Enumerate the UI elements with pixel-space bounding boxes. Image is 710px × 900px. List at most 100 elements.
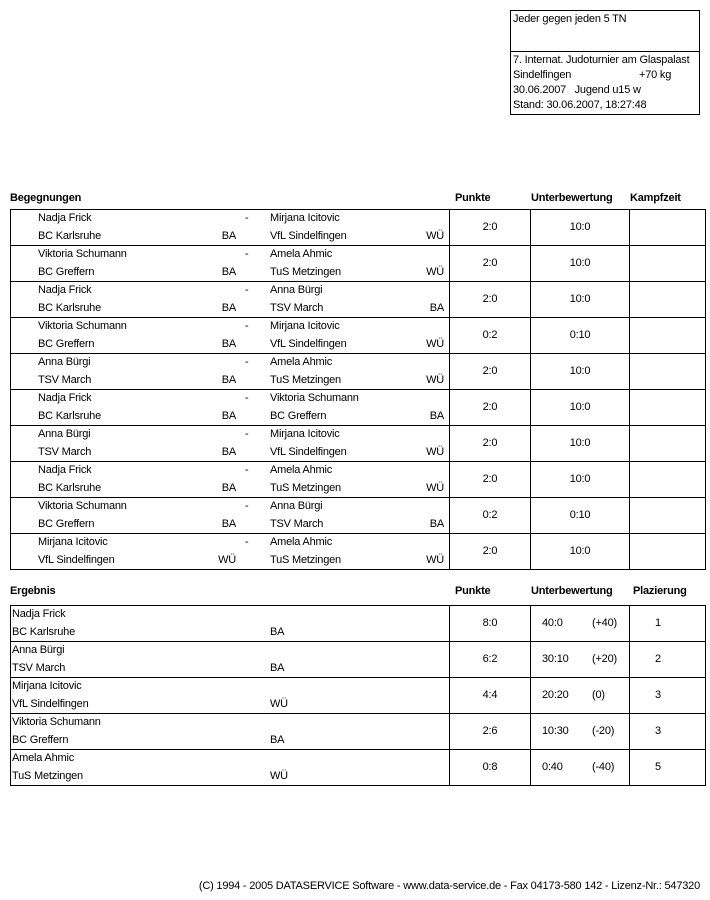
result-sub-diff: (-40) [592, 761, 615, 773]
match-row: Nadja Frick BC Karlsruhe BA - Viktoria Schum… [11, 389, 705, 426]
fighter1-region: BA [221, 410, 236, 422]
column-divider [530, 606, 531, 785]
fighter2-name: Amela Ahmic [270, 248, 332, 260]
date-category: 30.06.2007 Jugend u15 w [513, 84, 641, 96]
fighter2-club: TSV March [270, 518, 324, 530]
result-sub-score: 30:10 [542, 653, 569, 665]
match-row: Anna Bürgi TSV March BA - Mirjana Icitovic Vf… [11, 425, 705, 462]
fighter2-name: Viktoria Schumann [270, 392, 359, 404]
match-sub-score: 10:0 [569, 545, 591, 557]
fighter2-club: TuS Metzingen [270, 482, 341, 494]
match-row: Nadja Frick BC Karlsruhe BA - Amela Ahmic TuS… [11, 461, 705, 498]
fighter2-region: WÜ [426, 446, 444, 458]
separator: - [245, 428, 249, 440]
match-row: Viktoria Schumann BC Greffern BA - Mirjana I… [11, 317, 705, 354]
fighter1-name: Nadja Frick [38, 392, 92, 404]
fighter2-name: Mirjana Icitovic [270, 212, 340, 224]
fighter2-region: WÜ [426, 230, 444, 242]
location: Sindelfingen [513, 69, 572, 81]
fighter2-name: Mirjana Icitovic [270, 320, 340, 332]
fighter2-region: WÜ [426, 374, 444, 386]
fighter2-club: TuS Metzingen [270, 266, 341, 278]
fighter-region: BA [270, 662, 285, 674]
fighter-region: WÜ [270, 698, 288, 710]
fighter1-club: BC Greffern [38, 266, 95, 278]
results-sub-score-header: Unterbewertung [531, 585, 613, 597]
match-row: Viktoria Schumann BC Greffern BA - Anna Bürg… [11, 497, 705, 534]
results-placing-header: Plazierung [633, 585, 687, 597]
fighter1-club: VfL Sindelfingen [38, 554, 115, 566]
match-sub-score: 10:0 [569, 401, 591, 413]
fighter2-region: WÜ [426, 266, 444, 278]
fighter1-name: Viktoria Schumann [38, 500, 127, 512]
fighter1-region: BA [221, 446, 236, 458]
match-points: 0:2 [482, 329, 498, 341]
fighter2-club: TuS Metzingen [270, 374, 341, 386]
match-points: 2:0 [482, 221, 498, 233]
result-placing: 2 [655, 653, 661, 665]
match-points: 2:0 [482, 293, 498, 305]
fighter-club: BC Karlsruhe [12, 626, 76, 638]
fighter-name: Mirjana Icitovic [12, 680, 82, 692]
fighter1-club: BC Karlsruhe [38, 482, 102, 494]
separator: - [245, 356, 249, 368]
fighter2-name: Amela Ahmic [270, 536, 332, 548]
matches-points-header: Punkte [455, 192, 491, 204]
fighter2-club: VfL Sindelfingen [270, 338, 347, 350]
fighter-club: VfL Sindelfingen [12, 698, 89, 710]
fighter1-club: BC Greffern [38, 518, 95, 530]
fighter1-club: TSV March [38, 374, 92, 386]
fighter1-name: Viktoria Schumann [38, 248, 127, 260]
result-points: 0:8 [482, 761, 498, 773]
fighter1-club: BC Karlsruhe [38, 410, 102, 422]
fighter-club: TSV March [12, 662, 66, 674]
fighter1-name: Nadja Frick [38, 284, 92, 296]
result-sub-score: 0:40 [542, 761, 563, 773]
match-row: Nadja Frick BC Karlsruhe BA - Anna Bürgi TSV … [11, 281, 705, 318]
fighter1-region: BA [221, 230, 236, 242]
fighter2-club: BC Greffern [270, 410, 327, 422]
fighter2-club: TSV March [270, 302, 324, 314]
result-sub-score: 40:0 [542, 617, 563, 629]
fighter-name: Viktoria Schumann [12, 716, 101, 728]
fighter1-name: Nadja Frick [38, 212, 92, 224]
fighter2-name: Anna Bürgi [270, 500, 323, 512]
separator: - [245, 320, 249, 332]
fighter-region: BA [270, 626, 285, 638]
fighter2-club: TuS Metzingen [270, 554, 341, 566]
fighter2-region: BA [429, 518, 444, 530]
matches-title: Begegnungen [10, 192, 82, 204]
match-sub-score: 10:0 [569, 293, 591, 305]
fighter1-club: BC Karlsruhe [38, 230, 102, 242]
match-sub-score: 10:0 [569, 473, 591, 485]
result-placing: 3 [655, 725, 661, 737]
column-divider [449, 606, 450, 785]
match-sub-score: 0:10 [569, 509, 591, 521]
separator: - [245, 500, 249, 512]
result-placing: 3 [655, 689, 661, 701]
fighter1-region: BA [221, 302, 236, 314]
results-title: Ergebnis [10, 585, 56, 597]
result-row: Anna Bürgi TSV March BA 6:2 30:10 (+20) 2 [11, 641, 705, 678]
fighter-name: Anna Bürgi [12, 644, 65, 656]
weight-class: +70 kg [639, 69, 672, 81]
separator: - [245, 392, 249, 404]
separator: - [245, 284, 249, 296]
matches-table: Nadja Frick BC Karlsruhe BA - Mirjana Icitov… [10, 209, 706, 570]
match-row: Viktoria Schumann BC Greffern BA - Amela Ahm… [11, 245, 705, 282]
fighter-region: BA [270, 734, 285, 746]
result-sub-score: 20:20 [542, 689, 569, 701]
fighter1-name: Anna Bürgi [38, 356, 91, 368]
fighter1-region: WÜ [218, 554, 236, 566]
fighter1-region: BA [221, 266, 236, 278]
match-points: 2:0 [482, 401, 498, 413]
fighter2-name: Mirjana Icitovic [270, 428, 340, 440]
result-row: Nadja Frick BC Karlsruhe BA 8:0 40:0 (+40) 1 [11, 606, 705, 642]
fighter2-name: Anna Bürgi [270, 284, 323, 296]
match-points: 2:0 [482, 437, 498, 449]
status-timestamp: Stand: 30.06.2007, 18:27:48 [513, 99, 647, 111]
match-points: 2:0 [482, 257, 498, 269]
result-row: Viktoria Schumann BC Greffern BA 2:6 10:30 (-… [11, 713, 705, 750]
fighter2-name: Amela Ahmic [270, 356, 332, 368]
column-divider [629, 606, 630, 785]
